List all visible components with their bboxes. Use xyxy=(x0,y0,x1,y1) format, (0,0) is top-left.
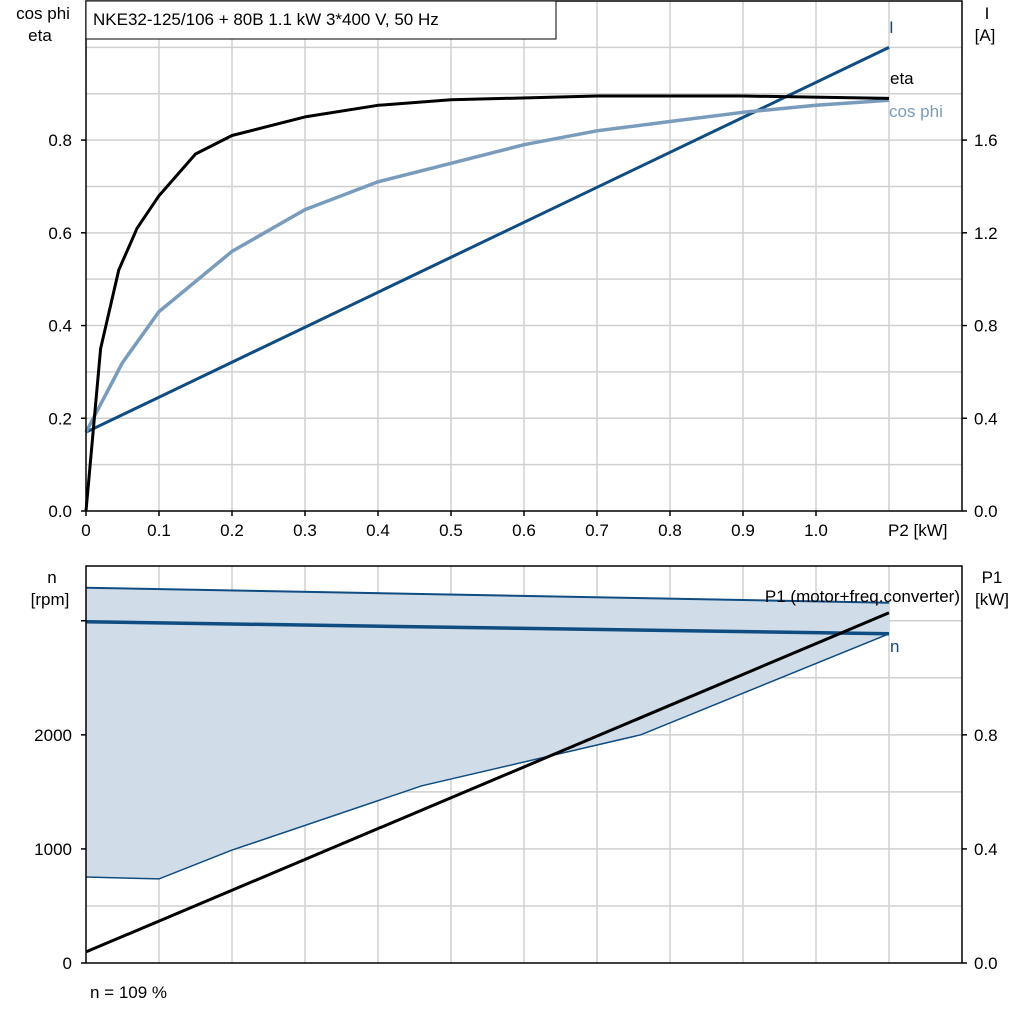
series-eta-line xyxy=(84,94,890,512)
y-tick-label-right: 0.8 xyxy=(974,726,998,745)
series-n-line xyxy=(85,620,890,636)
y-tick-label-right: 0.8 xyxy=(974,317,998,336)
series-cos-phi-line xyxy=(84,98,890,434)
bottom-right-axis-label-2: [kW] xyxy=(975,590,1009,609)
x-axis-label: P2 [kW] xyxy=(888,521,948,540)
y-tick-label-left: 0 xyxy=(63,954,72,973)
x-tick-label: 0.1 xyxy=(147,521,171,540)
title-box xyxy=(85,0,557,40)
top-left-axis-label-1: cos phi xyxy=(16,4,70,23)
bottom-plot-frame xyxy=(85,565,963,964)
x-tick-label: 0.8 xyxy=(658,521,682,540)
label-I: I xyxy=(889,18,894,37)
n-range-lower-line xyxy=(85,633,890,880)
y-tick-label-right: 1.2 xyxy=(974,224,998,243)
label-cos-phi: cos phi xyxy=(889,102,943,121)
bottom-right-axis-label-1: P1 xyxy=(982,568,1003,587)
x-tick-label: 0.6 xyxy=(512,521,536,540)
bottom-left-axis-label-1: n xyxy=(47,568,56,587)
y-tick-label-left: 0.8 xyxy=(48,131,72,150)
y-tick-label-left: 2000 xyxy=(34,726,72,745)
n-range-upper-line xyxy=(85,586,890,604)
x-tick-label: 1.0 xyxy=(804,521,828,540)
x-tick-label: 0.5 xyxy=(439,521,463,540)
series-I-line xyxy=(85,46,890,434)
x-tick-label: 0.3 xyxy=(293,521,317,540)
series-P1-line xyxy=(85,611,890,954)
x-tick-label: 0.2 xyxy=(220,521,244,540)
y-tick-label-left: 1000 xyxy=(34,840,72,859)
top-right-axis-label-2: [A] xyxy=(975,26,996,45)
x-tick-label: 0.9 xyxy=(731,521,755,540)
y-tick-label-right: 0.0 xyxy=(974,502,998,521)
chart-title: NKE32-125/106 + 80B 1.1 kW 3*400 V, 50 H… xyxy=(93,10,439,29)
y-tick-label-right: 1.6 xyxy=(974,131,998,150)
y-tick-label-right: 0.4 xyxy=(974,840,998,859)
y-tick-label-left: 0.2 xyxy=(48,409,72,428)
top-grid xyxy=(86,1,962,511)
y-tick-label-right: 0.0 xyxy=(974,954,998,973)
y-tick-label-left: 0.0 xyxy=(48,502,72,521)
top-right-axis-label-1: I xyxy=(985,4,990,23)
y-tick-label-right: 0.4 xyxy=(974,409,998,428)
x-tick-label: 0.4 xyxy=(366,521,390,540)
speed-percentage: n = 109 % xyxy=(90,983,167,1002)
label-eta: eta xyxy=(890,69,914,88)
bottom-left-axis-label-2: [rpm] xyxy=(31,590,70,609)
label-n: n xyxy=(890,637,899,656)
label-P1: P1 (motor+freq.converter) xyxy=(765,587,960,606)
top-left-axis-label-2: eta xyxy=(28,26,52,45)
x-tick-label: 0.7 xyxy=(585,521,609,540)
y-tick-label-left: 0.4 xyxy=(48,317,72,336)
n-range-area xyxy=(86,587,889,879)
x-tick-label: 0 xyxy=(81,521,90,540)
y-tick-label-left: 0.6 xyxy=(48,224,72,243)
